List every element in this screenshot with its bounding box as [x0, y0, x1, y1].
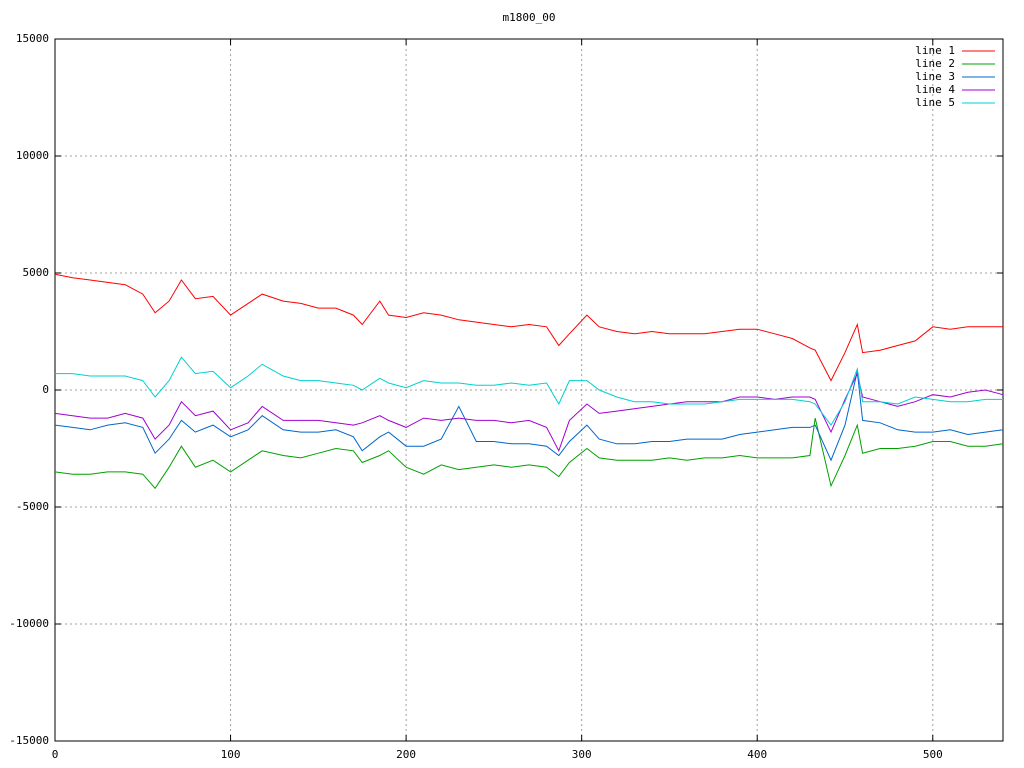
x-tick-label: 400: [747, 748, 767, 761]
legend-label: line 5: [915, 96, 955, 109]
y-tick-label: 15000: [16, 32, 49, 45]
plot-frame: [54, 38, 1004, 742]
x-tick-label: 200: [396, 748, 416, 761]
y-tick-label: -15000: [9, 734, 49, 747]
series-line: [54, 273, 1003, 382]
legend-label: line 1: [915, 44, 955, 57]
x-tick-label: 500: [923, 748, 943, 761]
y-tick-label: 10000: [16, 149, 49, 162]
series-line: [54, 371, 1004, 462]
series-line: [54, 417, 1004, 490]
y-tick-label: 0: [42, 383, 49, 396]
legend-label: line 4: [915, 83, 955, 96]
x-tick-label: 100: [221, 748, 241, 761]
series-line: [55, 356, 1003, 426]
chart-title: m1800_00: [503, 11, 556, 24]
y-tick-label: 5000: [23, 266, 50, 279]
x-tick-label: 300: [572, 748, 592, 761]
legend-label: line 2: [915, 57, 955, 70]
legend-label: line 3: [915, 70, 955, 83]
x-tick-label: 0: [52, 748, 59, 761]
y-tick-label: -10000: [9, 617, 49, 630]
y-tick-label: -5000: [16, 500, 49, 513]
